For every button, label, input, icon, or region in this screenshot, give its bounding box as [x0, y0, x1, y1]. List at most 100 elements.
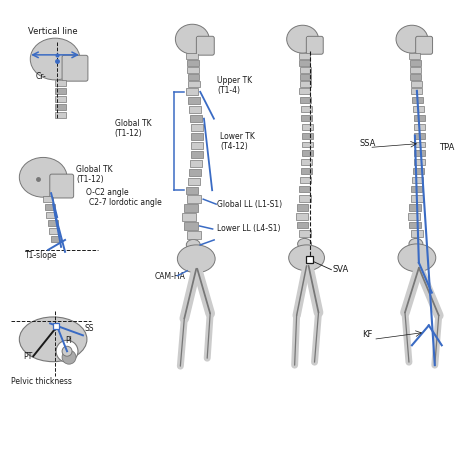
Ellipse shape [177, 245, 215, 273]
Bar [300, 60, 310, 66]
Bar [191, 142, 203, 149]
Bar [297, 204, 309, 211]
Text: Pelvic thickness: Pelvic thickness [11, 377, 72, 386]
Bar [411, 88, 422, 94]
Bar [186, 187, 198, 194]
Text: Vertical line: Vertical line [28, 27, 78, 36]
Bar [297, 222, 309, 228]
Bar [301, 106, 312, 112]
Bar [184, 222, 198, 230]
FancyBboxPatch shape [50, 174, 73, 198]
Bar [48, 220, 58, 226]
Text: Lower TK
(T4-12): Lower TK (T4-12) [220, 132, 255, 152]
Bar [190, 160, 202, 167]
Bar [411, 186, 422, 192]
Bar [191, 124, 203, 131]
Text: T1-slope: T1-slope [25, 251, 58, 260]
Text: SS: SS [85, 324, 94, 334]
Bar [306, 256, 313, 263]
Text: OD-: OD- [63, 60, 78, 69]
FancyBboxPatch shape [196, 36, 214, 55]
Bar [410, 60, 420, 66]
Bar [299, 88, 310, 94]
FancyBboxPatch shape [307, 37, 316, 53]
Bar [55, 80, 65, 86]
Text: Lower LL (L4-S1): Lower LL (L4-S1) [217, 224, 281, 233]
Ellipse shape [409, 238, 423, 249]
Bar [413, 168, 424, 174]
Circle shape [62, 346, 72, 356]
Bar [300, 74, 311, 80]
Bar [410, 81, 421, 87]
Bar [187, 231, 201, 239]
Ellipse shape [298, 238, 311, 249]
Ellipse shape [30, 38, 80, 80]
Bar [45, 204, 55, 210]
Text: PI: PI [65, 336, 72, 345]
Bar [189, 169, 201, 176]
Ellipse shape [287, 25, 319, 53]
Bar [300, 97, 311, 103]
Bar [411, 195, 423, 202]
Bar [188, 74, 200, 80]
Bar [191, 133, 203, 140]
FancyBboxPatch shape [197, 37, 207, 54]
Bar [300, 177, 311, 183]
Text: SVA: SVA [332, 265, 349, 274]
Bar [410, 67, 421, 73]
Bar [187, 67, 199, 73]
Bar [414, 142, 425, 147]
Bar [414, 159, 425, 165]
Ellipse shape [398, 244, 436, 272]
Bar [55, 88, 65, 94]
Bar [296, 212, 308, 220]
Bar [302, 124, 313, 130]
Bar [299, 53, 310, 59]
Bar [410, 74, 421, 80]
FancyBboxPatch shape [51, 175, 67, 197]
FancyBboxPatch shape [417, 37, 426, 53]
Ellipse shape [186, 239, 200, 250]
FancyBboxPatch shape [63, 56, 81, 80]
Bar [301, 168, 312, 174]
Bar [182, 213, 196, 221]
Bar [413, 106, 424, 112]
Bar [46, 212, 56, 218]
Text: Global TK
(T1-12): Global TK (T1-12) [76, 165, 113, 184]
Bar [188, 81, 200, 87]
Text: SSA: SSA [359, 138, 375, 147]
Bar [301, 159, 312, 165]
Bar [299, 231, 310, 238]
Bar [301, 81, 311, 87]
Bar [302, 151, 313, 157]
FancyBboxPatch shape [306, 36, 323, 54]
Text: O-C2 angle: O-C2 angle [86, 188, 128, 197]
Bar [184, 204, 198, 212]
FancyBboxPatch shape [62, 56, 88, 81]
Bar [409, 204, 421, 211]
Bar [55, 96, 65, 102]
Bar [190, 115, 202, 122]
Bar [302, 142, 313, 147]
Bar [300, 67, 310, 73]
Bar [55, 112, 65, 118]
Text: CAM-HA: CAM-HA [155, 272, 185, 281]
Text: C2-7 lordotic angle: C2-7 lordotic angle [89, 198, 162, 207]
Bar [409, 222, 421, 228]
Bar [299, 195, 310, 202]
Text: Global LL (L1-S1): Global LL (L1-S1) [217, 200, 282, 209]
Text: Global TK
(T1-12): Global TK (T1-12) [115, 119, 151, 138]
Bar [414, 124, 425, 130]
Bar [412, 97, 423, 103]
Bar [410, 53, 420, 59]
Bar [187, 195, 201, 203]
Bar [188, 178, 200, 185]
Bar [302, 132, 313, 138]
Bar [191, 151, 203, 158]
Text: KF: KF [362, 330, 373, 339]
Bar [414, 115, 425, 121]
FancyBboxPatch shape [416, 36, 433, 54]
Bar [299, 186, 310, 192]
Circle shape [56, 340, 78, 362]
Bar [414, 151, 425, 157]
